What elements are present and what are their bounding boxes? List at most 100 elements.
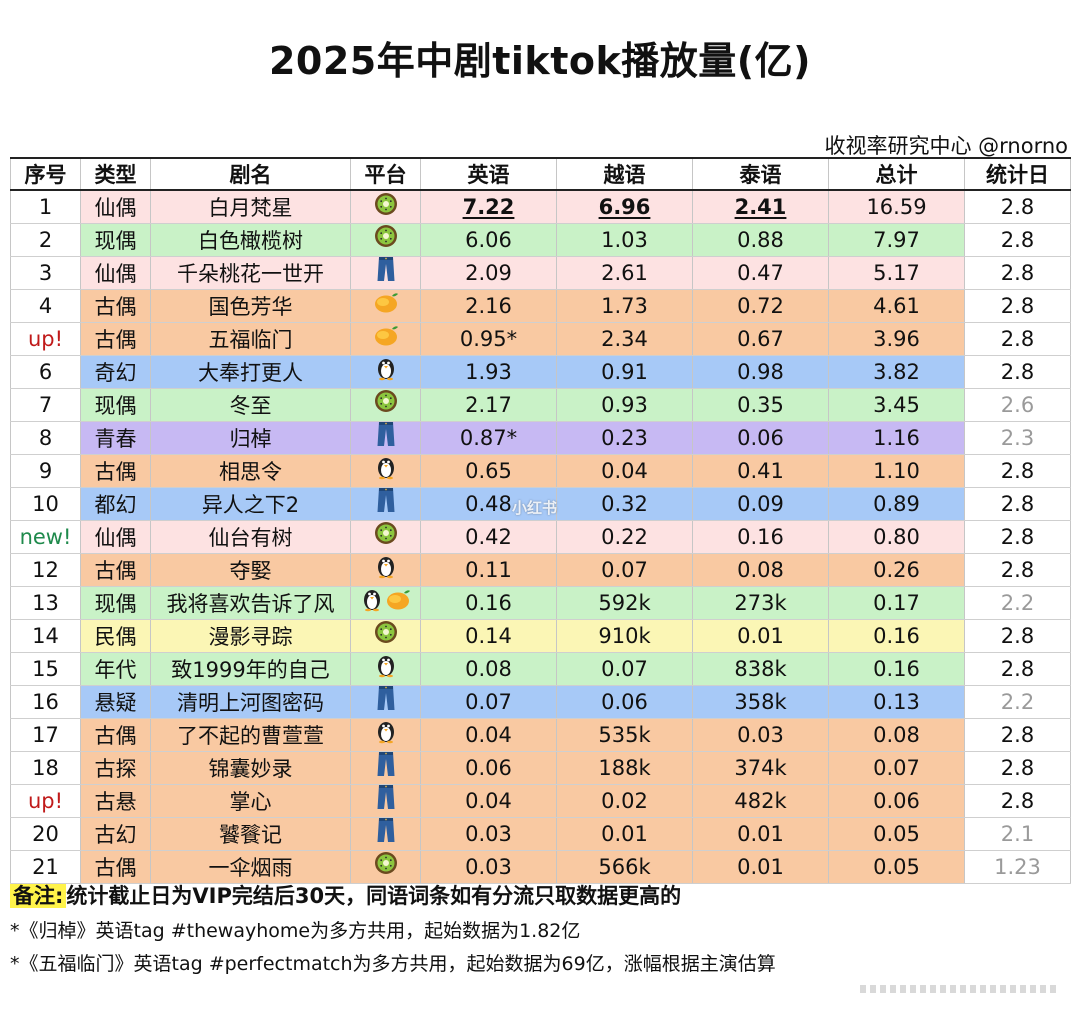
note-label: 备注: xyxy=(10,884,67,908)
table-row: 13 现偶 我将喜欢告诉了风 0.16 592k 273k 0.17 2.2 xyxy=(10,586,1071,620)
cell-title: 清明上河图密码 xyxy=(150,685,351,719)
cell-title: 致1999年的自己 xyxy=(150,652,351,686)
max-value: 2.41 xyxy=(734,194,787,219)
mango-icon xyxy=(373,290,399,319)
cell-thai: 0.09 xyxy=(692,487,829,521)
cell-vietnamese: 1.73 xyxy=(556,289,693,323)
penguin-icon xyxy=(375,454,397,485)
jeans-icon xyxy=(376,784,396,815)
cell-platform xyxy=(350,553,421,587)
cell-rank: 10 xyxy=(10,487,81,521)
cell-genre: 古偶 xyxy=(80,850,151,884)
cell-english: 0.03 xyxy=(420,850,557,884)
cell-total: 16.59 xyxy=(828,190,965,224)
cell-date: 1.23 xyxy=(964,850,1071,884)
cell-total: 0.80 xyxy=(828,520,965,554)
cell-total: 0.16 xyxy=(828,652,965,686)
cell-vietnamese: 0.32 xyxy=(556,487,693,521)
table-row: 1 仙偶 白月梵星 7.22 6.96 2.41 16.59 2.8 xyxy=(10,190,1071,224)
cell-rank: 3 xyxy=(10,256,81,290)
cell-rank: 21 xyxy=(10,850,81,884)
image-viewer-strip xyxy=(860,985,1060,993)
cell-total: 0.16 xyxy=(828,619,965,653)
table-row: 2 现偶 白色橄榄树 6.06 1.03 0.88 7.97 2.8 xyxy=(10,223,1071,257)
cell-thai: 0.01 xyxy=(692,850,829,884)
cell-english: 2.17 xyxy=(420,388,557,422)
cell-vietnamese: 910k xyxy=(556,619,693,653)
cell-title: 掌心 xyxy=(150,784,351,818)
cell-vietnamese: 592k xyxy=(556,586,693,620)
cell-english: 0.08 xyxy=(420,652,557,686)
cell-genre: 仙偶 xyxy=(80,520,151,554)
jeans-icon xyxy=(376,685,396,716)
cell-date: 2.3 xyxy=(964,421,1071,455)
cell-platform xyxy=(350,520,421,554)
cell-english: 0.03 xyxy=(420,817,557,851)
penguin-icon xyxy=(375,652,397,683)
penguin-icon xyxy=(375,718,397,749)
column-header-date: 统计日 xyxy=(964,157,1071,191)
cell-genre: 古偶 xyxy=(80,322,151,356)
cell-english: 0.11 xyxy=(420,553,557,587)
cell-thai: 0.67 xyxy=(692,322,829,356)
cell-date: 2.8 xyxy=(964,784,1071,818)
mango-icon xyxy=(373,323,399,352)
cell-thai: 0.16 xyxy=(692,520,829,554)
cell-platform xyxy=(350,487,421,521)
cell-vietnamese: 0.93 xyxy=(556,388,693,422)
cell-genre: 仙偶 xyxy=(80,190,151,224)
cell-platform xyxy=(350,421,421,455)
cell-vietnamese: 1.03 xyxy=(556,223,693,257)
cell-english: 2.09 xyxy=(420,256,557,290)
cell-vietnamese: 535k xyxy=(556,718,693,752)
cell-date: 2.8 xyxy=(964,487,1071,521)
cell-vietnamese: 0.04 xyxy=(556,454,693,488)
cell-thai: 482k xyxy=(692,784,829,818)
cell-genre: 现偶 xyxy=(80,223,151,257)
cell-genre: 古偶 xyxy=(80,289,151,323)
cell-date: 2.8 xyxy=(964,256,1071,290)
cell-title: 夺婜 xyxy=(150,553,351,587)
penguin-icon xyxy=(375,355,397,386)
cell-title: 国色芳华 xyxy=(150,289,351,323)
cell-genre: 现偶 xyxy=(80,388,151,422)
penguin-icon xyxy=(375,553,397,584)
jeans-icon xyxy=(376,487,396,518)
cell-rank: 1 xyxy=(10,190,81,224)
cell-title: 我将喜欢告诉了风 xyxy=(150,586,351,620)
cell-total: 4.61 xyxy=(828,289,965,323)
cell-total: 3.96 xyxy=(828,322,965,356)
cell-platform xyxy=(350,817,421,851)
cell-vietnamese: 0.22 xyxy=(556,520,693,554)
cell-rank: 7 xyxy=(10,388,81,422)
cell-date: 2.8 xyxy=(964,322,1071,356)
ranking-table: 序号 类型 剧名 平台 英语 越语 泰语 总计 统计日 1 仙偶 白月梵星 7.22 6… xyxy=(10,157,1071,884)
cell-genre: 古偶 xyxy=(80,454,151,488)
kiwi-icon xyxy=(374,521,398,550)
kiwi-icon xyxy=(374,192,398,221)
table-row: 12 古偶 夺婜 0.11 0.07 0.08 0.26 2.8 xyxy=(10,553,1071,587)
cell-platform xyxy=(350,619,421,653)
mango-icon xyxy=(385,587,411,616)
max-value: 6.96 xyxy=(598,194,651,219)
cell-genre: 仙偶 xyxy=(80,256,151,290)
cell-platform xyxy=(350,850,421,884)
column-header-total: 总计 xyxy=(828,157,965,191)
cell-rank: 8 xyxy=(10,421,81,455)
cell-rank: 13 xyxy=(10,586,81,620)
cell-rank: 18 xyxy=(10,751,81,785)
note-wufulinmen: *《五福临门》英语tag #perfectmatch为多方共用，起始数据为69亿… xyxy=(10,953,776,975)
cell-title: 冬至 xyxy=(150,388,351,422)
penguin-icon xyxy=(361,586,383,617)
cell-genre: 古偶 xyxy=(80,718,151,752)
cell-english: 0.65 xyxy=(420,454,557,488)
cell-title: 白色橄榄树 xyxy=(150,223,351,257)
cell-title: 漫影寻踪 xyxy=(150,619,351,653)
table-row: up! 古悬 掌心 0.04 0.02 482k 0.06 2.8 xyxy=(10,784,1071,818)
table-row: up! 古偶 五福临门 0.95* 2.34 0.67 3.96 2.8 xyxy=(10,322,1071,356)
cell-platform xyxy=(350,322,421,356)
table-row: 10 都幻 异人之下2 0.48 0.32 0.09 0.89 2.8 xyxy=(10,487,1071,521)
table-row: 7 现偶 冬至 2.17 0.93 0.35 3.45 2.6 xyxy=(10,388,1071,422)
cell-title: 了不起的曹萱萱 xyxy=(150,718,351,752)
cell-thai: 0.03 xyxy=(692,718,829,752)
